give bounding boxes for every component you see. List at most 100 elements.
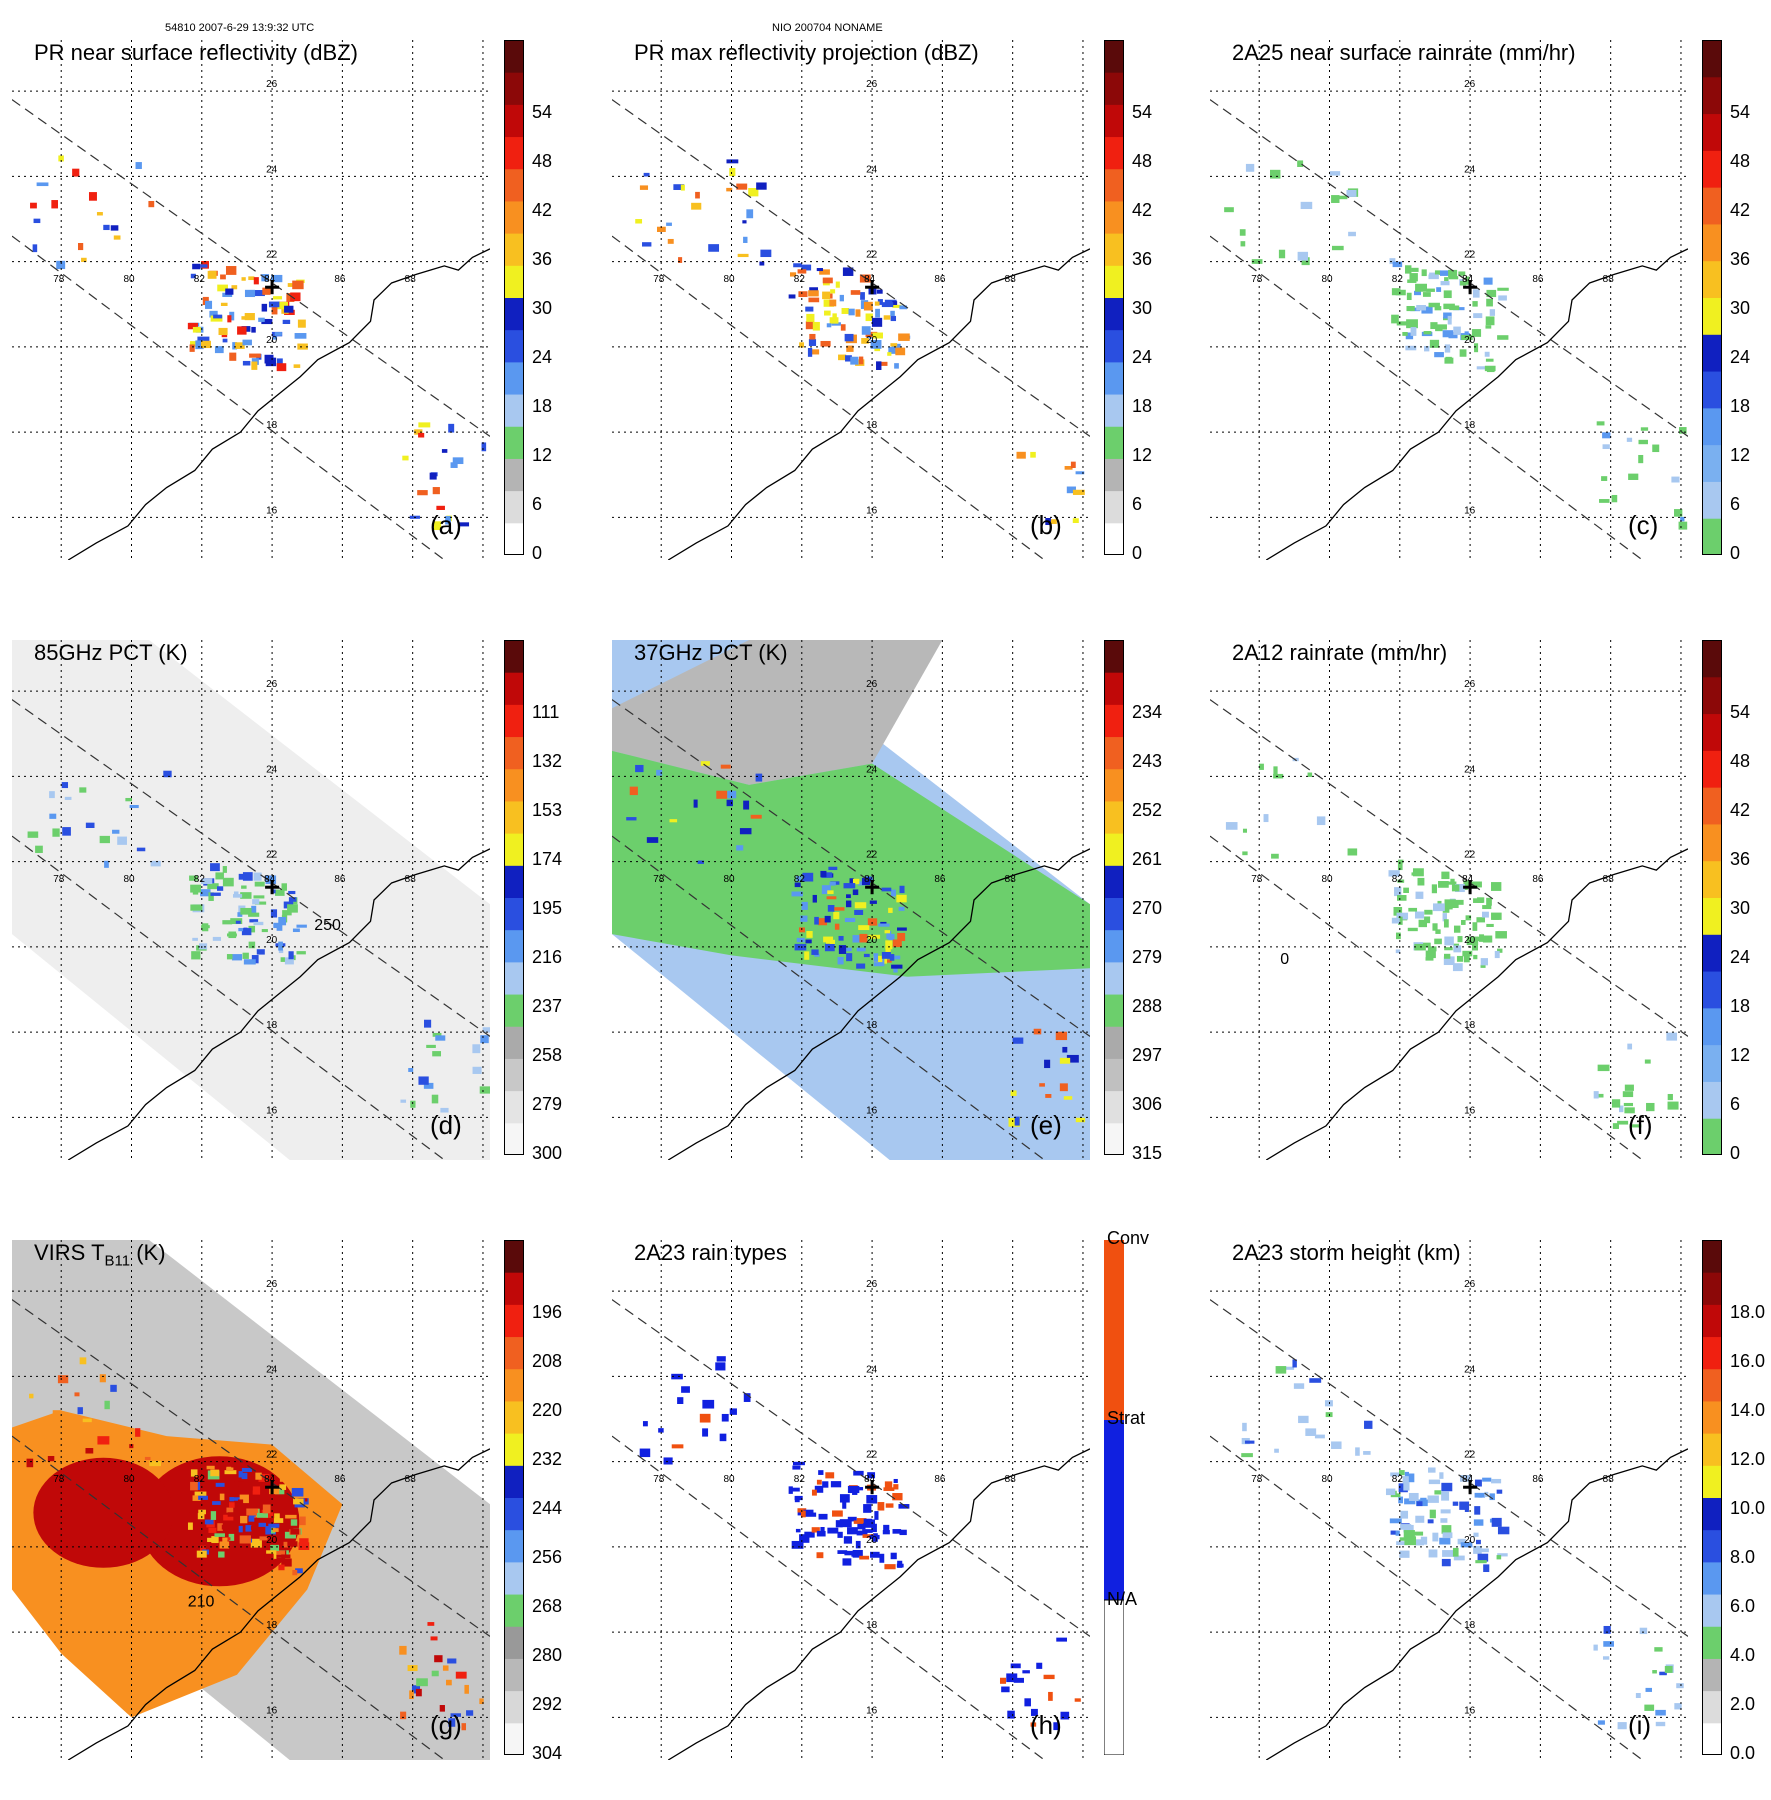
colorbar-tick: 14.0: [1730, 1399, 1766, 1420]
rain-cell: [250, 1538, 262, 1548]
rain-cell: [656, 226, 666, 233]
lon-tick-label: 84: [264, 874, 276, 885]
rain-cell: [125, 797, 133, 802]
colorbar-segment: [1702, 150, 1722, 188]
rain-cell: [825, 1472, 835, 1479]
rain-cell: [1024, 1698, 1031, 1707]
rain-cell: [1444, 947, 1453, 951]
colorbar-frame: [1104, 40, 1124, 555]
panel-letter: (d): [430, 1110, 462, 1140]
rain-cell: [1396, 321, 1407, 326]
rain-cell: [249, 919, 259, 923]
rain-cell: [822, 1481, 829, 1488]
panel-letter: (e): [1030, 1110, 1062, 1140]
colorbar-segment: [1702, 1497, 1722, 1531]
colorbar-f: [1702, 640, 1722, 1155]
map-c: 78 80 82 84 86 88 26 24 22 20 18 16: [1210, 40, 1688, 560]
rain-cell: [288, 897, 297, 902]
rain-cell: [695, 191, 700, 199]
rain-cell: [1434, 306, 1442, 311]
colorbar-tick: 280: [532, 1644, 563, 1665]
colorbar-segment: [1702, 1304, 1722, 1338]
rain-cell: [1494, 950, 1500, 959]
lon-tick-label: 86: [1532, 1474, 1544, 1485]
title-text: PR near surface reflectivity (dBZ): [34, 40, 358, 65]
rain-cell: [850, 356, 859, 365]
rain-cell: [217, 284, 228, 292]
rain-cell: [207, 883, 219, 890]
panel-letter: (g): [430, 1710, 462, 1740]
lat-tick-label: 22: [266, 250, 278, 261]
colorbar-segment: [1104, 672, 1124, 705]
rain-cell: [1444, 953, 1451, 959]
rain-cell: [885, 940, 893, 950]
colorbar-segment: [1702, 1433, 1722, 1466]
rain-cell: [1010, 1663, 1021, 1669]
rain-cell: [229, 1502, 235, 1508]
rain-cell: [1644, 1704, 1655, 1711]
map-canvas-a: 78 80 82 84 86 88 26 24 22 20 18 16: [12, 40, 490, 560]
rain-cell: [418, 1076, 429, 1085]
colorbar-segment: [504, 458, 524, 492]
rain-cell: [246, 1508, 258, 1516]
colorbar-tick: 30: [1730, 297, 1751, 318]
colorbar-segment: [504, 640, 524, 673]
colorbar-tick: 54: [1730, 101, 1751, 122]
rain-cell: [235, 920, 241, 924]
colorbar-tick: 292: [532, 1693, 563, 1714]
rain-cell: [812, 894, 817, 903]
rain-cell: [1483, 1564, 1490, 1573]
lon-tick-label: 88: [1603, 874, 1615, 885]
colorbar-segment: [504, 490, 524, 524]
rain-cell: [1411, 872, 1416, 876]
rain-cell: [837, 1550, 848, 1554]
rain-cell: [845, 355, 852, 362]
rain-cell: [814, 953, 820, 957]
rain-cell: [1273, 766, 1278, 775]
lat-tick-label: 22: [1464, 1450, 1476, 1461]
rain-cell: [1474, 1506, 1481, 1515]
colorbar-canvas: [504, 640, 524, 1155]
rain-cell: [26, 1458, 34, 1468]
colorbar-frame: [504, 40, 524, 555]
rain-cell: [856, 1530, 868, 1536]
rain-cell: [804, 951, 810, 960]
rain-cell: [814, 916, 819, 925]
rain-cell: [201, 1482, 213, 1489]
rain-cell: [835, 1520, 843, 1528]
colorbar-h: [1104, 1240, 1124, 1755]
rain-cell: [806, 931, 813, 938]
rain-cell: [1398, 1470, 1405, 1476]
rain-cell: [1457, 936, 1463, 943]
colorbar-tick: 16.0: [1730, 1350, 1766, 1371]
rain-cell: [881, 951, 891, 959]
rain-cell: [248, 912, 260, 917]
rain-cell: [663, 1457, 673, 1465]
rain-cell: [1489, 309, 1496, 316]
rain-cell: [1395, 949, 1401, 954]
rain-cell: [418, 432, 425, 438]
rain-cell: [890, 315, 897, 322]
colorbar-segment: [1702, 1007, 1722, 1046]
rain-cell: [826, 323, 832, 328]
swath-edge: [1210, 1435, 1644, 1760]
lat-tick-label: 16: [266, 505, 278, 516]
rain-cell: [1473, 313, 1483, 319]
colorbar-segment: [1702, 1690, 1722, 1724]
rain-cell: [49, 813, 57, 819]
colorbar-tick: 36: [1132, 248, 1153, 269]
rain-cell: [1435, 929, 1441, 934]
colorbar-segment: [1702, 1722, 1722, 1755]
colorbar-tick: 279: [532, 1093, 563, 1114]
rain-cell: [400, 1099, 407, 1103]
colorbar-segment: [1104, 800, 1124, 834]
rain-cell: [99, 1374, 106, 1383]
rain-cell: [1406, 319, 1418, 329]
colorbar-segment: [504, 1026, 524, 1059]
map-d: 78 80 82 84 86 88 26 24 22 20 18 16 250: [12, 640, 490, 1160]
rain-cell: [211, 1536, 219, 1544]
colorbar-segment: [1702, 297, 1722, 335]
lon-tick-label: 80: [1322, 874, 1334, 885]
rain-cell: [1239, 229, 1246, 236]
rain-cell: [210, 1511, 217, 1520]
